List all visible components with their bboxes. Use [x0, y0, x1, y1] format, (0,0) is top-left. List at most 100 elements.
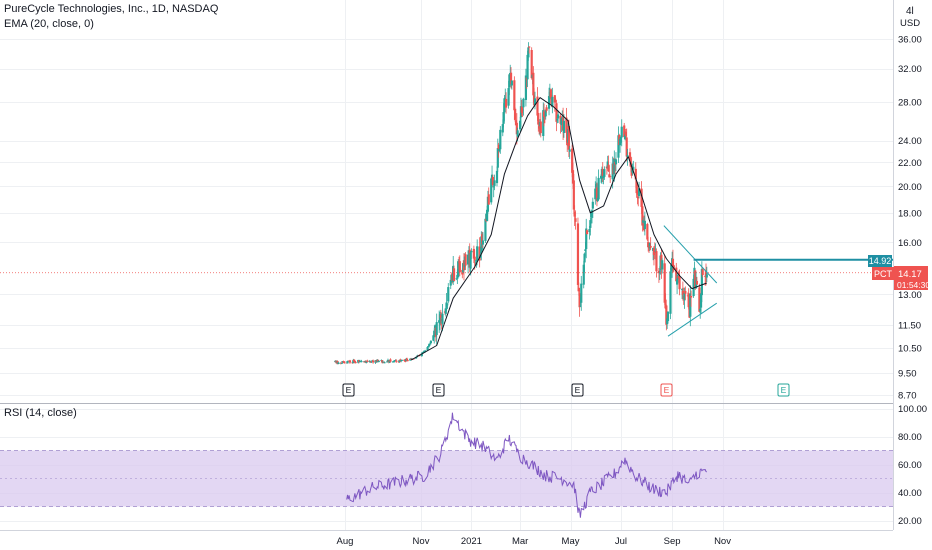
currency-label: USD: [900, 18, 920, 29]
candle-body: [510, 80, 513, 86]
top-right-label: 4l: [906, 6, 914, 17]
candle-body: [596, 197, 599, 201]
candle-body: [509, 72, 513, 85]
candle-body: [576, 223, 580, 285]
candle-body: [492, 186, 495, 188]
earnings-event-box: [660, 383, 673, 397]
candle-body: [687, 293, 690, 308]
candle-body: [508, 74, 511, 88]
candle-body: [635, 181, 638, 194]
candle-body: [609, 176, 612, 178]
candle-body: [648, 243, 651, 249]
candle-body: [580, 283, 583, 303]
ema-legend[interactable]: EMA (20, close, 0): [4, 18, 94, 30]
price-tick-label: 10.50: [898, 343, 922, 354]
candle-body: [539, 121, 542, 134]
candle-body: [700, 269, 703, 296]
candle-body: [528, 46, 531, 48]
candle-body: [698, 287, 701, 312]
time-tick-label: Mar: [512, 536, 528, 547]
candle-body: [551, 96, 554, 107]
candle-body: [464, 254, 467, 266]
candle-body: [439, 315, 442, 318]
candle-body: [337, 362, 340, 365]
price-tick-label: 13.00: [898, 290, 922, 301]
candle-body: [503, 98, 506, 113]
price-candles: [333, 42, 708, 365]
candle-body: [446, 304, 449, 306]
rsi-axis[interactable]: 100.00 80.00 60.00 40.00 20.00: [898, 404, 927, 527]
candle-body: [565, 117, 568, 133]
candle-body: [669, 271, 672, 314]
candle-body: [614, 159, 618, 165]
ema-line: [410, 97, 707, 361]
candle-body: [478, 246, 481, 261]
candle-body: [594, 188, 597, 200]
chart-title[interactable]: PureCycle Technologies, Inc., 1D, NASDAQ: [4, 3, 219, 15]
candle-body: [663, 263, 666, 303]
candle-body: [538, 126, 541, 129]
triangle-upper-line[interactable]: [663, 225, 718, 284]
candle-body: [524, 75, 528, 100]
candle-body: [433, 330, 436, 338]
earnings-event-marker[interactable]: E: [342, 383, 355, 397]
candle-body: [472, 248, 475, 259]
price-tick-label: 28.00: [898, 97, 922, 108]
candle-body: [573, 212, 576, 217]
earnings-event-marker[interactable]: E: [571, 383, 584, 397]
time-axis[interactable]: Aug Nov 2021 Mar May Jul Sep Nov: [337, 536, 732, 547]
candle-body: [501, 124, 504, 133]
candle-body: [652, 248, 656, 256]
candle-body: [521, 109, 524, 111]
symbol-badge: [872, 267, 894, 280]
candle-body: [515, 122, 518, 135]
candle-body: [513, 80, 516, 111]
candle-body: [433, 325, 437, 329]
candle-body: [457, 261, 460, 278]
current-price-text: 14.17: [898, 269, 922, 280]
rsi-legend[interactable]: RSI (14, close): [4, 407, 77, 419]
earnings-event-marker[interactable]: E: [777, 383, 790, 397]
earnings-event-marker[interactable]: E: [660, 383, 673, 397]
candle-body: [429, 340, 433, 344]
earnings-event-box: [432, 383, 445, 397]
candle-body: [613, 158, 616, 175]
candle-body: [603, 169, 606, 177]
candle-body: [424, 350, 427, 352]
candle-body: [466, 254, 470, 265]
candle-body: [485, 209, 489, 222]
candle-body: [675, 267, 678, 282]
candle-body: [403, 359, 406, 362]
earnings-event-marker[interactable]: E: [432, 383, 445, 397]
price-axis[interactable]: 36.00 32.00 28.00 24.00 22.00 20.00 18.00 16.00…: [898, 35, 922, 402]
candle-body: [705, 274, 708, 278]
candle-body: [428, 343, 432, 345]
time-tick-label: Aug: [337, 536, 354, 547]
candle-body: [542, 111, 546, 117]
rsi-tick-label: 80.00: [898, 432, 922, 443]
candle-body: [469, 252, 472, 269]
candle-body: [496, 148, 499, 168]
candle-body: [642, 220, 645, 223]
candle-body: [455, 278, 458, 280]
candle-body: [574, 218, 577, 222]
candle-body: [376, 359, 380, 362]
candle-body: [681, 291, 684, 295]
candle-body: [444, 308, 447, 314]
candle-body: [447, 287, 450, 302]
candle-body: [516, 130, 519, 137]
candle-body: [366, 360, 369, 362]
earnings-event-label: E: [436, 385, 442, 395]
candle-body: [590, 211, 593, 218]
candle-body: [490, 178, 493, 203]
candle-body: [527, 47, 530, 58]
candle-body: [568, 149, 571, 152]
triangle-lower-line[interactable]: [667, 302, 718, 337]
candle-body: [578, 293, 581, 308]
candle-body: [406, 360, 409, 362]
earnings-event-label: E: [664, 385, 670, 395]
candle-body: [653, 251, 656, 254]
rsi-tick-label: 20.00: [898, 516, 922, 527]
candle-body: [340, 363, 343, 364]
